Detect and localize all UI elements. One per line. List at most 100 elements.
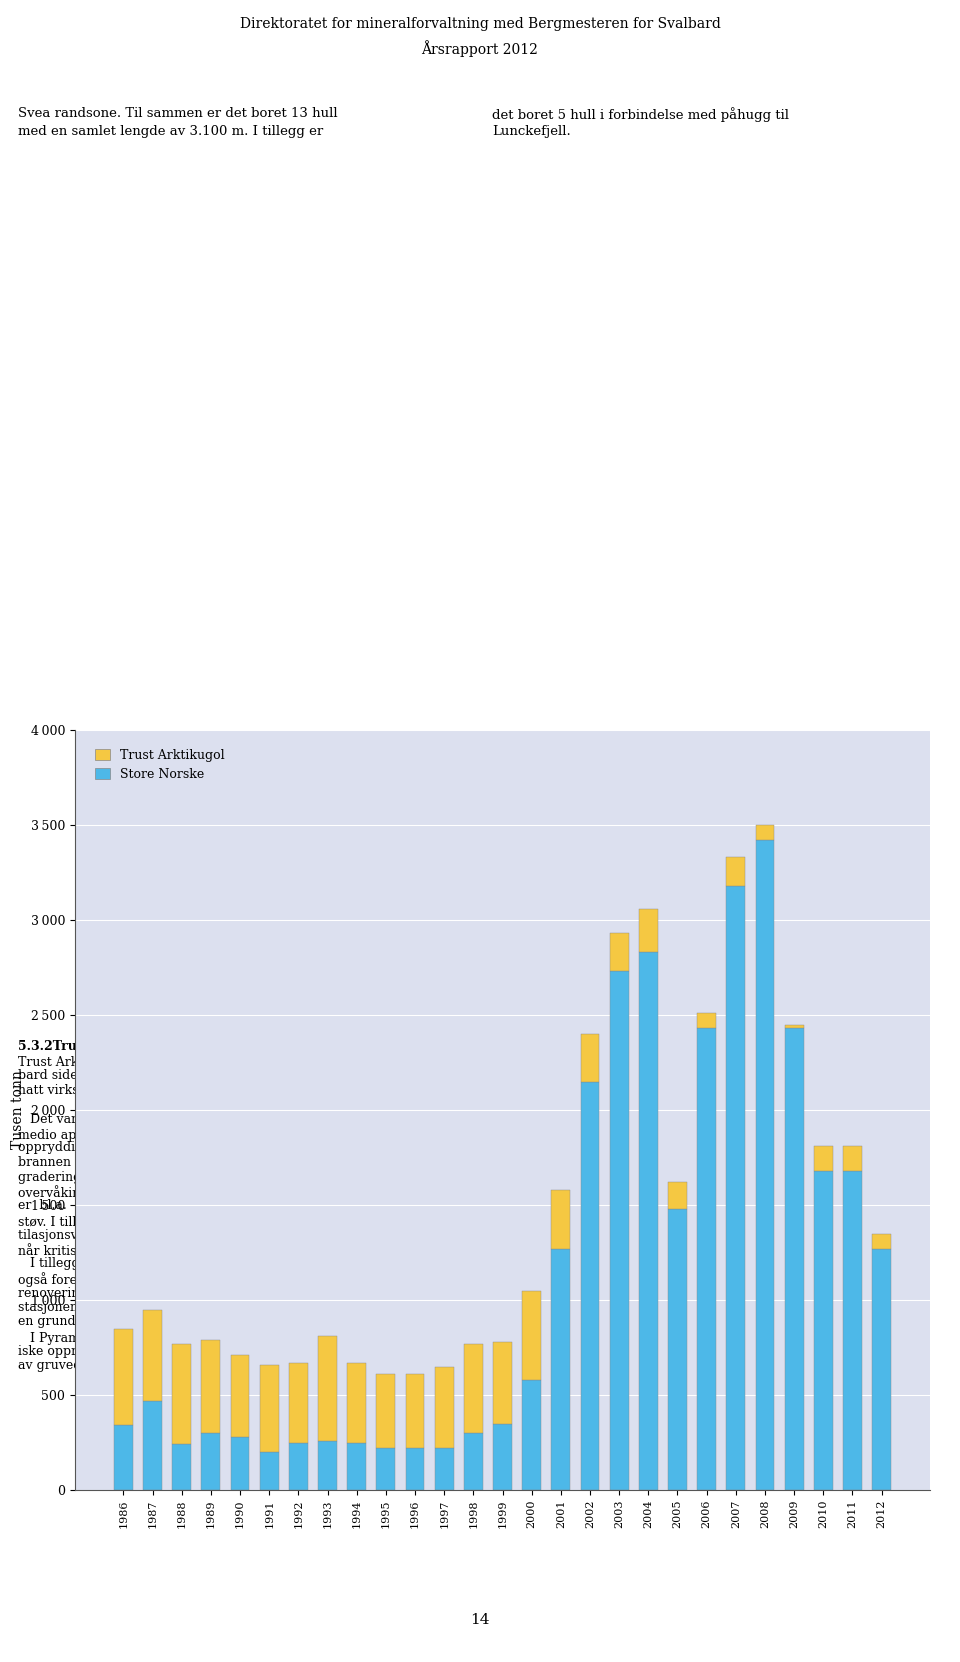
Bar [289, 1443, 308, 1491]
Text: I St. Jonsfjorden er videre arbeider foreløpig: I St. Jonsfjorden er videre arbeider for… [492, 1099, 776, 1110]
Bar [143, 1310, 162, 1401]
Text: Figur 5.1 Samlet kullproduksjon på Svalbard i perioden 1986-2012.: Figur 5.1 Samlet kullproduksjon på Svalb… [191, 972, 769, 987]
Bar [697, 1029, 716, 1491]
Bar [843, 1147, 862, 1170]
Bar [581, 1034, 599, 1082]
Bar [464, 1343, 483, 1433]
Text: støv. I tillegg overvåkes lufthastigheten i ven-: støv. I tillegg overvåkes lufthastighete… [18, 1213, 307, 1228]
Bar [348, 1443, 366, 1491]
Bar [551, 1190, 570, 1248]
Bar [522, 1379, 541, 1491]
Bar [114, 1328, 132, 1426]
Bar [348, 1363, 366, 1443]
Text: 14: 14 [470, 1614, 490, 1627]
Text: 2012. Det er hittil registrert gass i minst to av: 2012. Det er hittil registrert gass i mi… [492, 1228, 785, 1242]
Bar [638, 909, 658, 952]
Bar [464, 1433, 483, 1491]
Text: tilasjonsveiene. Systemet kobler ut strømmen: tilasjonsveiene. Systemet kobler ut strø… [18, 1228, 307, 1242]
Text: mulighetene for CO₂-lagring i grunnen i: mulighetene for CO₂-lagring i grunnen i [492, 1200, 746, 1213]
Text: overvåkingssystem. Parametre som overvåkes: overvåkingssystem. Parametre som overvåk… [18, 1185, 311, 1200]
Text: hatt virksomhet siden 1932.: hatt virksomhet siden 1932. [18, 1084, 196, 1097]
Bar [493, 1423, 512, 1491]
Text: Direktoratet for mineralforvaltning med Bergmesteren for Svalbard: Direktoratet for mineralforvaltning med … [240, 17, 720, 32]
Text: en grundig opprydding og innsamling av skrot.: en grundig opprydding og innsamling av s… [18, 1316, 318, 1328]
Text: 5.4 Store Norske Gull A/S: 5.4 Store Norske Gull A/S [492, 1084, 672, 1097]
Bar [873, 1233, 891, 1248]
Bar [260, 1365, 278, 1453]
Bar [289, 1363, 308, 1443]
Bar [143, 1401, 162, 1491]
Bar [784, 1024, 804, 1029]
Bar [202, 1433, 220, 1491]
Bar [727, 886, 745, 1491]
Text: medio april 2008 til ultimo 2010 på grunn av: medio april 2008 til ultimo 2010 på grun… [18, 1127, 303, 1142]
Bar [814, 1147, 833, 1170]
Text: når kritiske grenseverdier overskrides.: når kritiske grenseverdier overskrides. [18, 1243, 267, 1258]
Text: iske oppryddingsarbeider etter nedleggelsen: iske oppryddingsarbeider etter nedleggel… [18, 1345, 304, 1358]
Text: Svea randsone. Til sammen er det boret 13 hull: Svea randsone. Til sammen er det boret 1… [18, 106, 338, 120]
Text: muligheter over tid.: muligheter over tid. [492, 1316, 618, 1328]
Bar [435, 1448, 454, 1491]
Text: det boret 5 hull i forbindelse med påhugg til: det boret 5 hull i forbindelse med påhug… [492, 106, 789, 121]
Bar [230, 1355, 250, 1438]
Bar [873, 1248, 891, 1491]
Text: 5.3.2Trust Arktikugol: 5.3.2Trust Arktikugol [18, 1040, 169, 1054]
Bar [376, 1374, 396, 1448]
Bar [610, 971, 629, 1491]
Text: Svalbard utover undervisning og forskning.: Svalbard utover undervisning og forsknin… [492, 1170, 769, 1183]
Text: brannen i 2008.   I tilknytning til opp-: brannen i 2008. I tilknytning til opp- [18, 1157, 257, 1168]
Text: Det var produksjonsstans i gruva i perioden: Det var produksjonsstans i gruva i perio… [18, 1112, 309, 1125]
Bar [814, 1170, 833, 1491]
Bar [230, 1438, 250, 1491]
Text: reservoarvolum, injektivitet og lagrings-: reservoarvolum, injektivitet og lagrings… [492, 1301, 748, 1315]
Text: I tillegg til opprustningen av gruva har det: I tillegg til opprustningen av gruva har… [18, 1258, 302, 1270]
Bar [114, 1426, 132, 1491]
Bar [376, 1448, 396, 1491]
Text: egnet reservoar for CO₂-lagring, likeledes er: egnet reservoar for CO₂-lagring, likeled… [492, 1258, 776, 1270]
Text: stilt i bero.: stilt i bero. [492, 1112, 561, 1125]
Bar [784, 1029, 804, 1491]
Text: Lunckefjell.: Lunckefjell. [492, 125, 571, 138]
Text: UNIS har fortsatt arbeidet med å kartlegge: UNIS har fortsatt arbeidet med å kartleg… [492, 1185, 780, 1200]
Bar [435, 1366, 454, 1448]
Text: Årsrapport 2012: Årsrapport 2012 [421, 40, 539, 57]
Bar [638, 952, 658, 1491]
Bar [843, 1170, 862, 1491]
Bar [581, 1082, 599, 1491]
Text: er  bl.a.  metan, oksygeninnhold, kullos og: er bl.a. metan, oksygeninnhold, kullos o… [18, 1200, 287, 1213]
Text: graderingen av gruva er det installert et: graderingen av gruva er det installert e… [18, 1170, 276, 1183]
Text: brønnene. Undersøkelsene har identifisert: brønnene. Undersøkelsene har identifiser… [492, 1243, 761, 1256]
Bar [493, 1341, 512, 1423]
Bar [668, 1208, 687, 1491]
Y-axis label: Tusen tonn: Tusen tonn [12, 1070, 25, 1150]
Text: I Pyramiden foregår det fremdeles sporad-: I Pyramiden foregår det fremdeles sporad… [18, 1330, 301, 1345]
Text: renovering av bygninger i Barentsburg. Kraft-: renovering av bygninger i Barentsburg. K… [18, 1286, 311, 1300]
Text: stasjonen er renovert. Det er dessuten foretatt: stasjonen er renovert. Det er dessuten f… [18, 1301, 314, 1315]
Text: Trust Arktikugol har hatt virksomhet på Sval-: Trust Arktikugol har hatt virksomhet på … [18, 1054, 307, 1069]
Bar [668, 1182, 687, 1208]
Bar [697, 1014, 716, 1029]
Bar [405, 1374, 424, 1448]
Text: Ved utgangen av året hadde selskapet 33 ut-: Ved utgangen av året hadde selskapet 33 … [492, 1040, 788, 1055]
Bar [727, 858, 745, 886]
Bar [172, 1343, 191, 1444]
Bar [202, 1340, 220, 1433]
Legend: Trust Arktikugol, Store Norske: Trust Arktikugol, Store Norske [90, 745, 229, 786]
Text: Adventdalen. Det ble fullført to brønner i: Adventdalen. Det ble fullført to brønner… [492, 1213, 753, 1227]
Bar [260, 1453, 278, 1491]
Text: også foregått en omfattende oppussing og: også foregått en omfattende oppussing og [18, 1271, 286, 1286]
Bar [522, 1290, 541, 1379]
Bar [610, 934, 629, 971]
Text: av gruvedriften i 1998.: av gruvedriften i 1998. [18, 1360, 164, 1373]
Text: dekkebergarter som hindrer lekkasje identi-: dekkebergarter som hindrer lekkasje iden… [492, 1271, 773, 1285]
Bar [318, 1336, 337, 1441]
Bar [756, 841, 775, 1491]
Text: med en samlet lengde av 3.100 m. I tillegg er: med en samlet lengde av 3.100 m. I tille… [18, 125, 324, 138]
Bar [551, 1248, 570, 1491]
Text: bard siden 1931. I Barentsburg har selskapet: bard siden 1931. I Barentsburg har selsk… [18, 1069, 307, 1082]
Text: opprydding og oppgradering av gruva etter: opprydding og oppgradering av gruva ette… [18, 1142, 296, 1155]
Bar [172, 1444, 191, 1491]
Bar [756, 824, 775, 841]
Text: Oljeselskapene har i 2012 ikke hatt aktivitet på: Oljeselskapene har i 2012 ikke hatt akti… [492, 1157, 793, 1170]
Text: 5.5 Petroleumsvirksomheten: 5.5 Petroleumsvirksomheten [492, 1142, 694, 1155]
